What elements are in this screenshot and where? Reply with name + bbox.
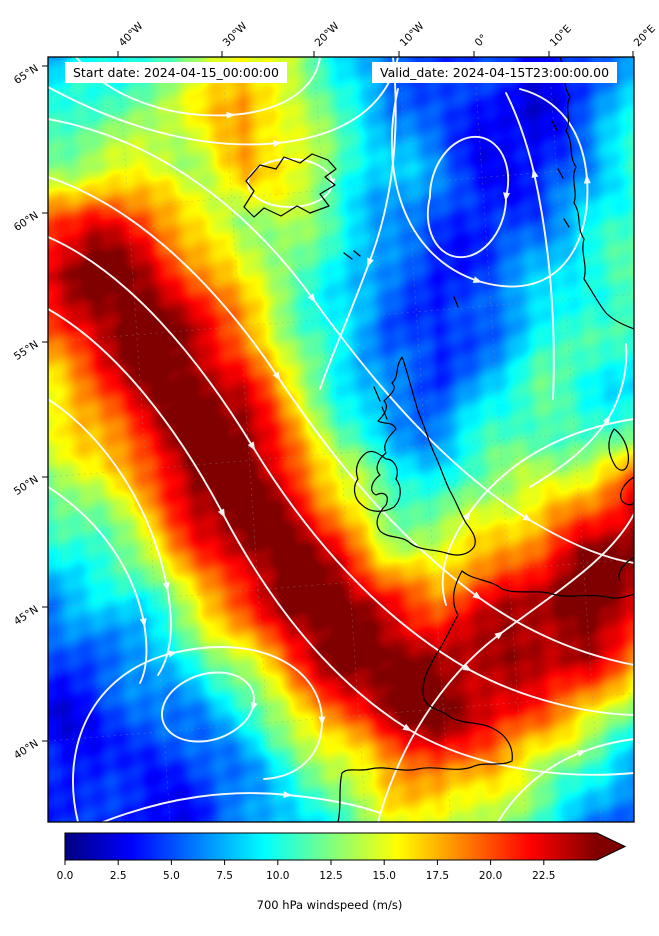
lat-tick-label: 45°N	[12, 603, 41, 627]
coastline	[461, 570, 634, 599]
start-date-label: Start date: 2024-04-15_00:00:00	[65, 62, 287, 83]
lat-tick-label: 65°N	[12, 62, 41, 86]
streamline	[48, 308, 634, 776]
colorbar-tick-label: 2.5	[110, 870, 127, 882]
lon-tick-label: 0°	[473, 32, 490, 49]
colorbar-tick-label: 5.0	[163, 870, 180, 882]
streamlines	[48, 57, 634, 822]
colorbar-tick-label: 22.5	[532, 870, 555, 882]
valid-date-label: Valid_date: 2024-04-15T23:00:00.00	[372, 62, 618, 83]
streamline	[505, 92, 555, 400]
coastline	[353, 450, 401, 512]
colorbar-tick-label: 17.5	[426, 870, 449, 882]
coastline	[371, 356, 476, 556]
streamline	[48, 398, 172, 676]
coastline	[243, 153, 337, 218]
streamline	[75, 57, 321, 119]
streamline	[529, 343, 628, 488]
streamline	[377, 513, 634, 822]
lon-tick-label: 20°E	[632, 23, 658, 49]
lat-tick-label: 60°N	[12, 209, 41, 233]
coastline	[618, 556, 634, 582]
map-border	[47, 56, 635, 823]
streamline	[48, 118, 634, 564]
coastline	[337, 570, 513, 822]
coastline	[608, 428, 629, 471]
lon-tick-label: 10°W	[398, 20, 427, 49]
streamline	[102, 791, 381, 822]
lat-tick-label: 50°N	[12, 473, 41, 497]
streamline	[161, 671, 258, 743]
coastline	[453, 296, 459, 308]
coastline	[559, 57, 634, 330]
streamline	[247, 158, 336, 208]
streamline	[441, 418, 634, 606]
colorbar-tick-label: 0.0	[57, 870, 74, 882]
streamline	[319, 57, 397, 390]
streamline	[426, 135, 510, 259]
streamline	[390, 88, 591, 288]
streamline	[48, 486, 148, 684]
colorbar-tick-label: 15.0	[373, 870, 396, 882]
coastline	[620, 476, 634, 506]
lat-tick-label: 55°N	[12, 338, 41, 362]
lon-tick-label: 30°W	[221, 20, 250, 49]
coastlines	[243, 57, 634, 822]
streamline	[497, 738, 634, 822]
lat-tick-label: 40°N	[12, 737, 41, 761]
coastline	[373, 386, 388, 420]
graticule	[48, 57, 634, 822]
colorbar-tick-label: 10.0	[266, 870, 289, 882]
colorbar-tick-label: 20.0	[479, 870, 502, 882]
colorbar-label: 700 hPa windspeed (m/s)	[256, 898, 403, 912]
streamline	[48, 57, 399, 147]
coastline	[551, 120, 570, 228]
coastline	[343, 250, 361, 260]
colorbar-tick-label: 7.5	[216, 870, 233, 882]
lon-tick-label: 40°W	[117, 20, 146, 49]
colorbar-tick-label: 12.5	[319, 870, 342, 882]
lon-tick-label: 10°E	[548, 23, 574, 49]
colorbar: 0.0 2.5 5.0 7.5 10.0 12.5 15.0 17.5 20.0 22.5	[57, 832, 627, 882]
axis-tick-labels: 40°W 30°W 20°W 10°W 0° 10°E 20°E 65°N 60°N 55°N 50…	[12, 20, 658, 762]
axis-ticks	[42, 51, 634, 742]
streamline	[72, 646, 326, 822]
lon-tick-label: 20°W	[313, 20, 342, 49]
